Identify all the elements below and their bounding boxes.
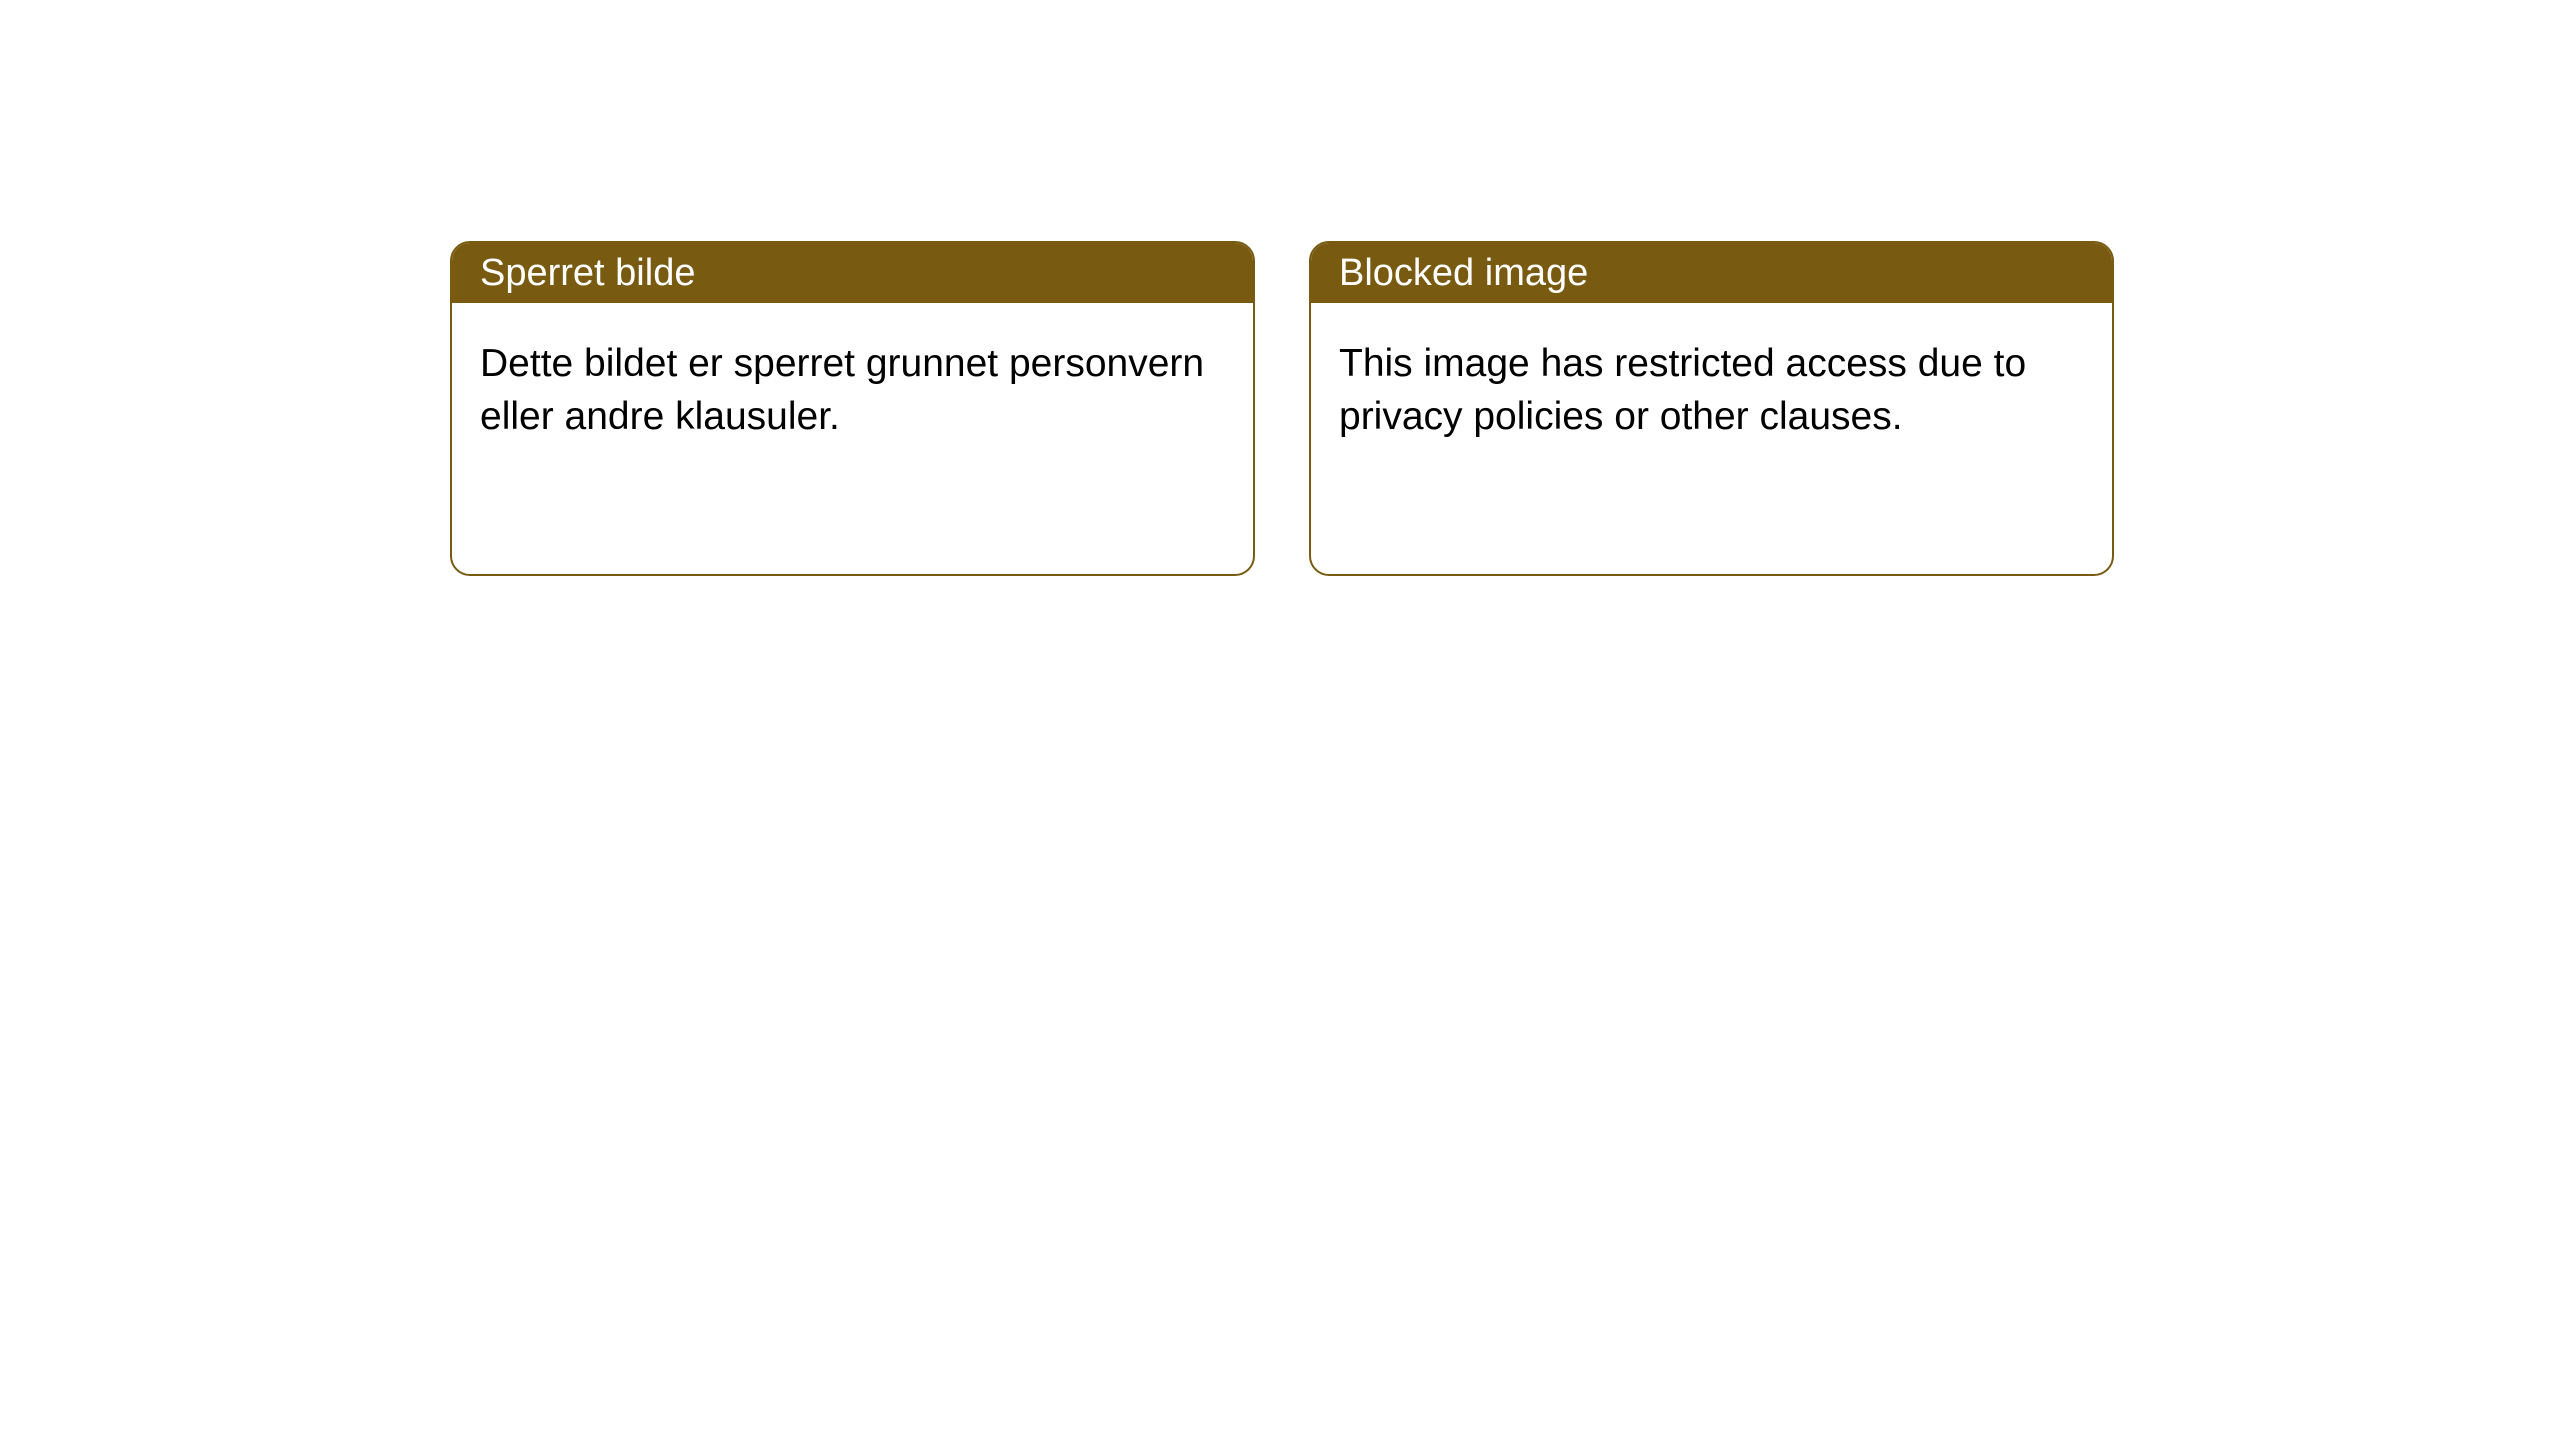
blocked-image-card-norwegian: Sperret bilde Dette bildet er sperret gr… (450, 241, 1255, 576)
blocked-image-card-english: Blocked image This image has restricted … (1309, 241, 2114, 576)
card-body-text: This image has restricted access due to … (1339, 342, 2026, 438)
card-header: Sperret bilde (452, 243, 1253, 303)
card-title: Blocked image (1339, 252, 1588, 295)
card-body: This image has restricted access due to … (1311, 303, 2112, 478)
card-body: Dette bildet er sperret grunnet personve… (452, 303, 1253, 478)
card-title: Sperret bilde (480, 252, 695, 295)
cards-container: Sperret bilde Dette bildet er sperret gr… (450, 241, 2114, 576)
card-body-text: Dette bildet er sperret grunnet personve… (480, 342, 1204, 438)
card-header: Blocked image (1311, 243, 2112, 303)
